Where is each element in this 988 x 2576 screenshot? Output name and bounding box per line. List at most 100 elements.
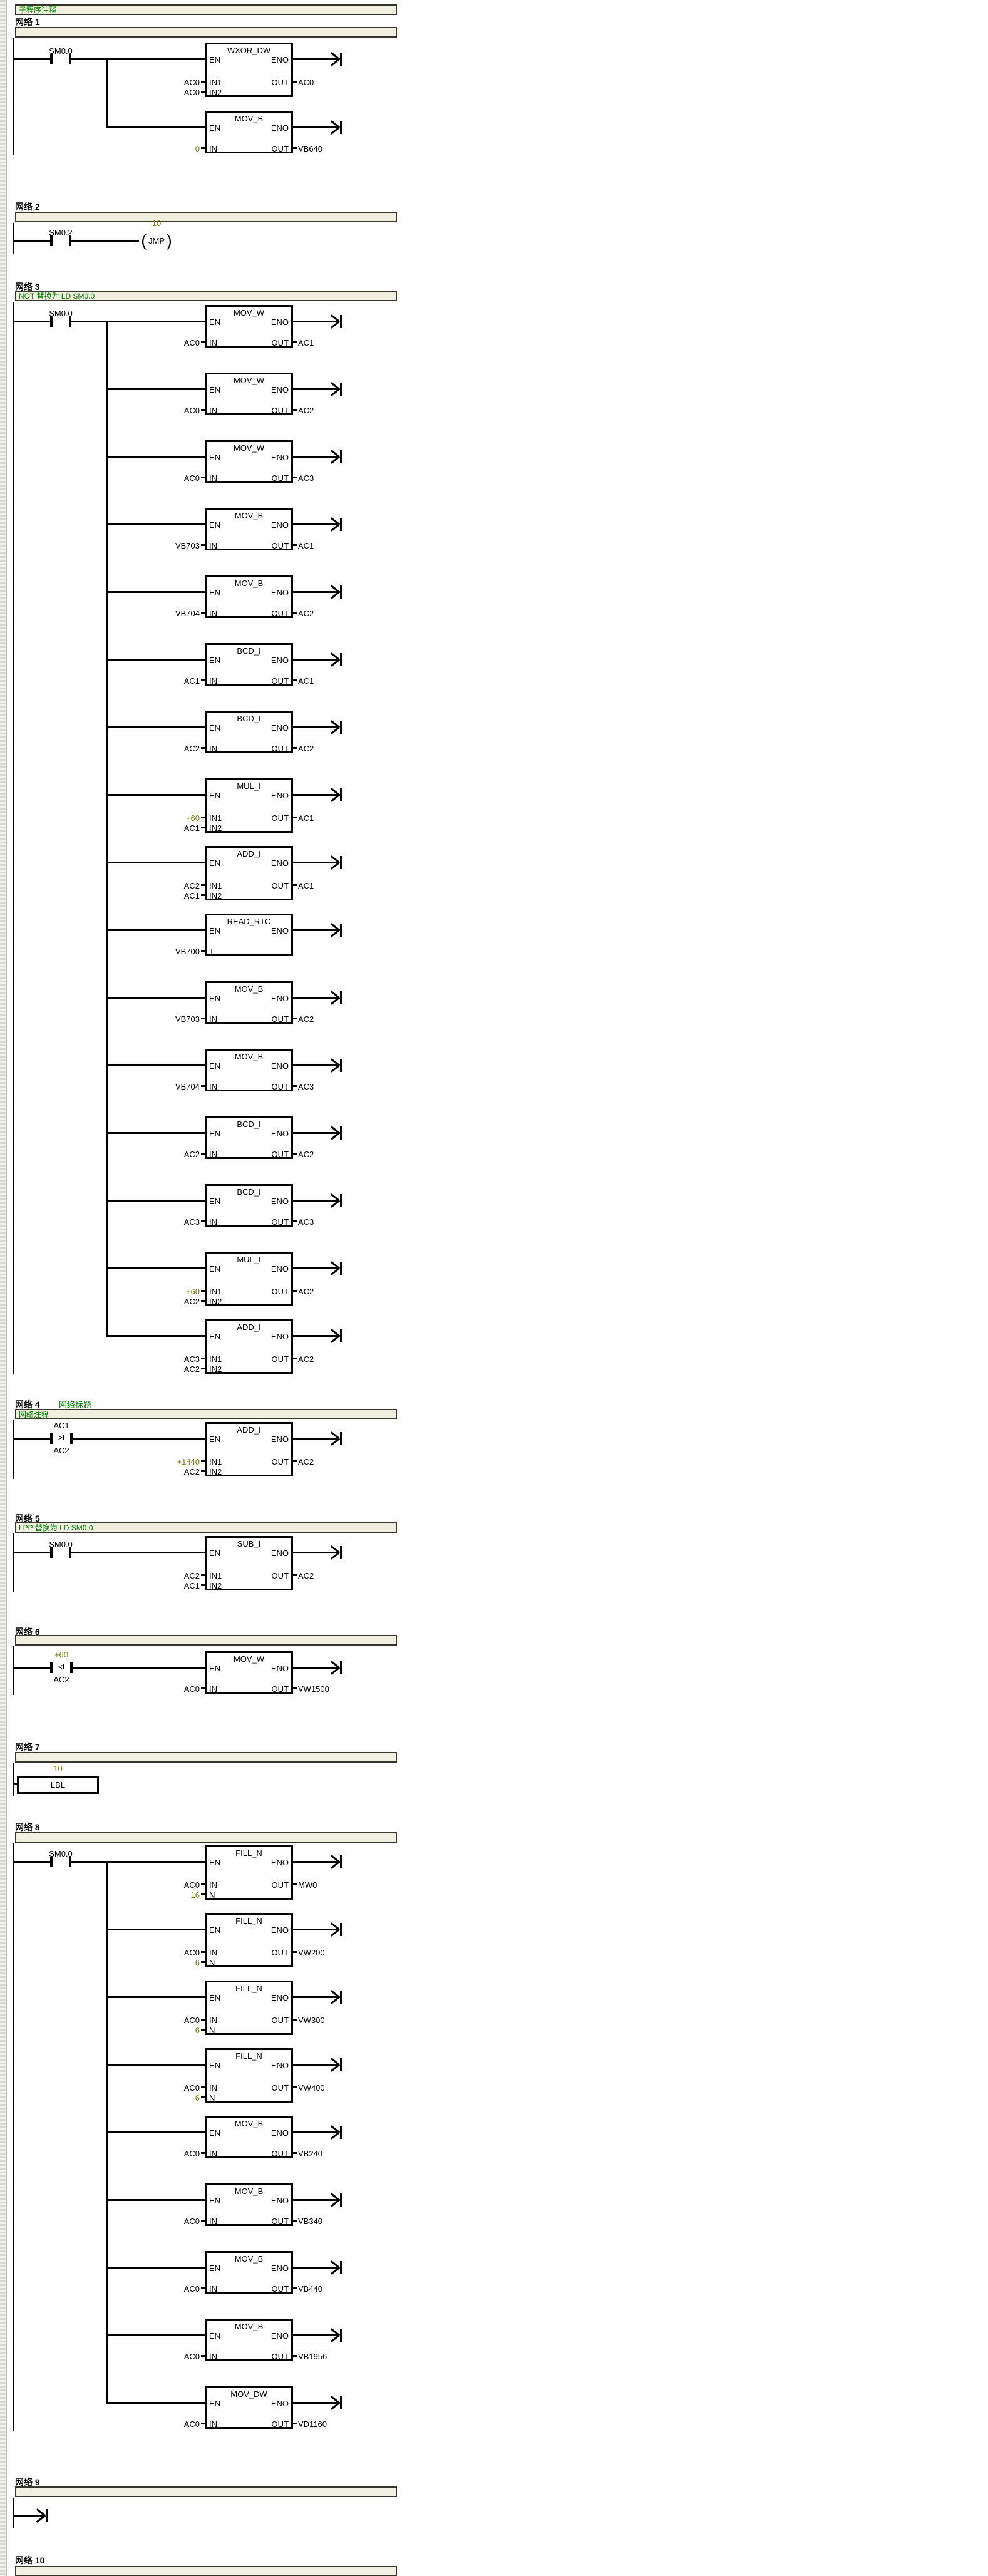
operand-in[interactable]: AC0 <box>183 2149 200 2158</box>
operand-n[interactable]: 16 <box>190 1890 200 1900</box>
contact-icon[interactable] <box>50 1547 71 1558</box>
operand-out[interactable]: VB640 <box>298 144 323 153</box>
operand-out[interactable]: AC1 <box>298 541 314 550</box>
operand-in[interactable]: AC0 <box>183 2016 200 2025</box>
operand-out[interactable]: AC1 <box>298 338 314 348</box>
operand-out[interactable]: AC2 <box>298 609 314 618</box>
function-block[interactable]: FILL_N EN ENO IN N OUT AC0 16 MW0 <box>184 1845 317 1900</box>
network-4-comment-bar[interactable]: 网络注释 <box>15 1409 397 1419</box>
operand-out[interactable]: AC1 <box>298 881 314 890</box>
network-8-label[interactable]: 网络 8 <box>15 1822 40 1832</box>
function-block[interactable]: FILL_N EN ENO IN N OUT AC0 6 VW400 <box>184 2048 325 2103</box>
operand-in2[interactable]: AC2 <box>183 1297 200 1306</box>
operand-in1[interactable]: AC2 <box>183 881 200 890</box>
operand-in[interactable]: AC0 <box>183 2419 200 2429</box>
operand-in1[interactable]: +60 <box>185 813 200 823</box>
network-7-comment-bar[interactable] <box>15 1752 397 1763</box>
operand-in2[interactable]: AC1 <box>183 1581 200 1590</box>
operand-t[interactable]: VB700 <box>175 947 200 956</box>
operand-out[interactable]: VB340 <box>298 2217 323 2226</box>
operand-out[interactable]: AC1 <box>298 676 314 686</box>
operand-in[interactable]: AC0 <box>183 2284 200 2294</box>
operand-in1[interactable]: +1440 <box>177 1457 200 1466</box>
function-block[interactable]: BCD_I EN ENO IN OUT AC2 AC2 <box>184 711 314 753</box>
function-block[interactable]: BCD_I EN ENO IN OUT AC3 AC3 <box>184 1184 314 1227</box>
operand-out[interactable]: AC2 <box>298 1014 314 1024</box>
label-number[interactable]: 10 <box>53 1764 63 1773</box>
function-block[interactable]: ADD_I EN ENO IN1 IN2 OUT AC2 AC1 AC1 <box>184 846 314 900</box>
lbl-box[interactable]: LBL <box>17 1776 99 1794</box>
operand-in[interactable]: VB703 <box>175 541 200 550</box>
operand-in2[interactable]: AC2 <box>183 1364 200 1374</box>
operand-out[interactable]: VW200 <box>298 1948 325 1957</box>
operand-in[interactable]: AC2 <box>183 744 200 753</box>
network-2-comment-bar[interactable] <box>15 212 397 222</box>
function-block[interactable]: BCD_I EN ENO IN OUT AC1 AC1 <box>184 643 314 686</box>
compare-operand-bottom[interactable]: AC2 <box>53 1675 69 1684</box>
operand-out[interactable]: AC2 <box>298 1287 314 1296</box>
function-block[interactable]: ADD_I EN ENO IN1 IN2 OUT +1440 AC2 AC2 <box>177 1422 314 1476</box>
operand-out[interactable]: AC3 <box>298 1217 314 1227</box>
operand-in[interactable]: AC0 <box>183 338 200 348</box>
function-block[interactable]: SUB_I EN ENO IN1 IN2 OUT AC2 AC1 AC2 <box>184 1536 314 1590</box>
function-block[interactable]: MOV_DW EN ENO IN OUT AC0 VD1160 <box>184 2386 327 2429</box>
operand-in1[interactable]: AC2 <box>183 1571 200 1580</box>
operand-in2[interactable]: AC1 <box>183 823 200 833</box>
jump-label-number[interactable]: 10 <box>152 219 162 228</box>
function-block[interactable]: WXOR_DW EN ENO IN1 IN2 OUT AC0 AC0 AC0 <box>184 43 314 97</box>
compare-contact-icon[interactable]: >I <box>50 1433 73 1444</box>
network-6-label[interactable]: 网络 6 <box>15 1627 40 1637</box>
operand-out[interactable]: VB240 <box>298 2149 323 2158</box>
operand-in2[interactable]: AC2 <box>183 1467 200 1476</box>
operand-out[interactable]: VB440 <box>298 2284 323 2294</box>
operand-in[interactable]: VB703 <box>175 1014 200 1024</box>
operand-in[interactable]: VB704 <box>175 1082 200 1091</box>
function-block[interactable]: ADD_I EN ENO IN1 IN2 OUT AC3 AC2 AC2 <box>184 1319 314 1374</box>
function-block[interactable]: MUL_I EN ENO IN1 IN2 OUT +60 AC1 AC1 <box>184 778 314 833</box>
network-10-label[interactable]: 网络 10 <box>15 2555 45 2565</box>
jmp-coil[interactable]: JMP <box>139 230 174 250</box>
contact-icon[interactable] <box>50 316 71 327</box>
function-block[interactable]: MUL_I EN ENO IN1 IN2 OUT +60 AC2 AC2 <box>184 1252 314 1306</box>
subroutine-comment-bar[interactable]: 子程序注释 <box>15 4 397 15</box>
operand-in2[interactable]: AC0 <box>183 88 200 97</box>
operand-in[interactable]: AC2 <box>183 1150 200 1159</box>
network-1-label[interactable]: 网络 1 <box>15 17 40 27</box>
network-3-label[interactable]: 网络 3 <box>15 282 40 292</box>
operand-n[interactable]: 6 <box>195 1958 200 1967</box>
function-block[interactable]: MOV_B EN ENO IN OUT AC0 VB440 <box>184 2251 322 2294</box>
contact-operand[interactable]: SM0.0 <box>49 309 73 318</box>
operand-out[interactable]: AC2 <box>298 744 314 753</box>
network-4-label[interactable]: 网络 4 网络标题 <box>15 1399 91 1409</box>
operand-n[interactable]: 6 <box>195 2026 200 2035</box>
operand-in[interactable]: AC0 <box>183 1948 200 1957</box>
operand-out[interactable]: AC3 <box>298 473 314 483</box>
function-block[interactable]: MOV_B EN ENO IN OUT VB703 AC2 <box>175 981 314 1024</box>
network-5-comment-bar[interactable]: LPP 替换为 LD SM0.0 <box>15 1522 397 1533</box>
network-1-comment-bar[interactable] <box>15 27 397 38</box>
operand-out[interactable]: AC3 <box>298 1082 314 1091</box>
contact-operand[interactable]: SM0.0 <box>49 46 73 56</box>
compare-operand-top[interactable]: +60 <box>54 1650 69 1659</box>
compare-operand-bottom[interactable]: AC2 <box>53 1446 69 1455</box>
network-3-comment-bar[interactable]: NOT 替换为 LD SM0.0 <box>15 291 397 301</box>
operand-out[interactable]: AC2 <box>298 1150 314 1159</box>
contact-operand[interactable]: SM0.0 <box>49 1540 73 1549</box>
operand-out[interactable]: AC2 <box>298 1571 314 1580</box>
operand-out[interactable]: VW300 <box>298 2016 325 2025</box>
operand-out[interactable]: AC0 <box>298 78 314 87</box>
operand-out[interactable]: AC1 <box>298 813 314 823</box>
contact-icon[interactable] <box>50 1857 71 1867</box>
function-block[interactable]: MOV_B EN ENO IN OUT AC0 VB1956 <box>184 2319 327 2361</box>
operand-in[interactable]: AC3 <box>183 1217 200 1227</box>
operand-n[interactable]: 6 <box>195 2093 200 2103</box>
network-5-label[interactable]: 网络 5 <box>15 1513 40 1523</box>
operand-out[interactable]: VD1160 <box>298 2419 327 2429</box>
function-block[interactable]: MOV_B EN ENO IN OUT VB703 AC1 <box>175 508 314 550</box>
operand-out[interactable]: AC2 <box>298 1354 314 1364</box>
function-block[interactable]: FILL_N EN ENO IN N OUT AC0 6 VW300 <box>184 1981 325 2035</box>
operand-in1[interactable]: AC0 <box>183 78 200 87</box>
operand-in[interactable]: AC0 <box>183 1880 200 1890</box>
function-block[interactable]: MOV_B EN ENO IN OUT AC0 VB240 <box>184 2116 322 2158</box>
function-block[interactable]: MOV_B EN ENO IN OUT AC0 VB340 <box>184 2183 322 2226</box>
